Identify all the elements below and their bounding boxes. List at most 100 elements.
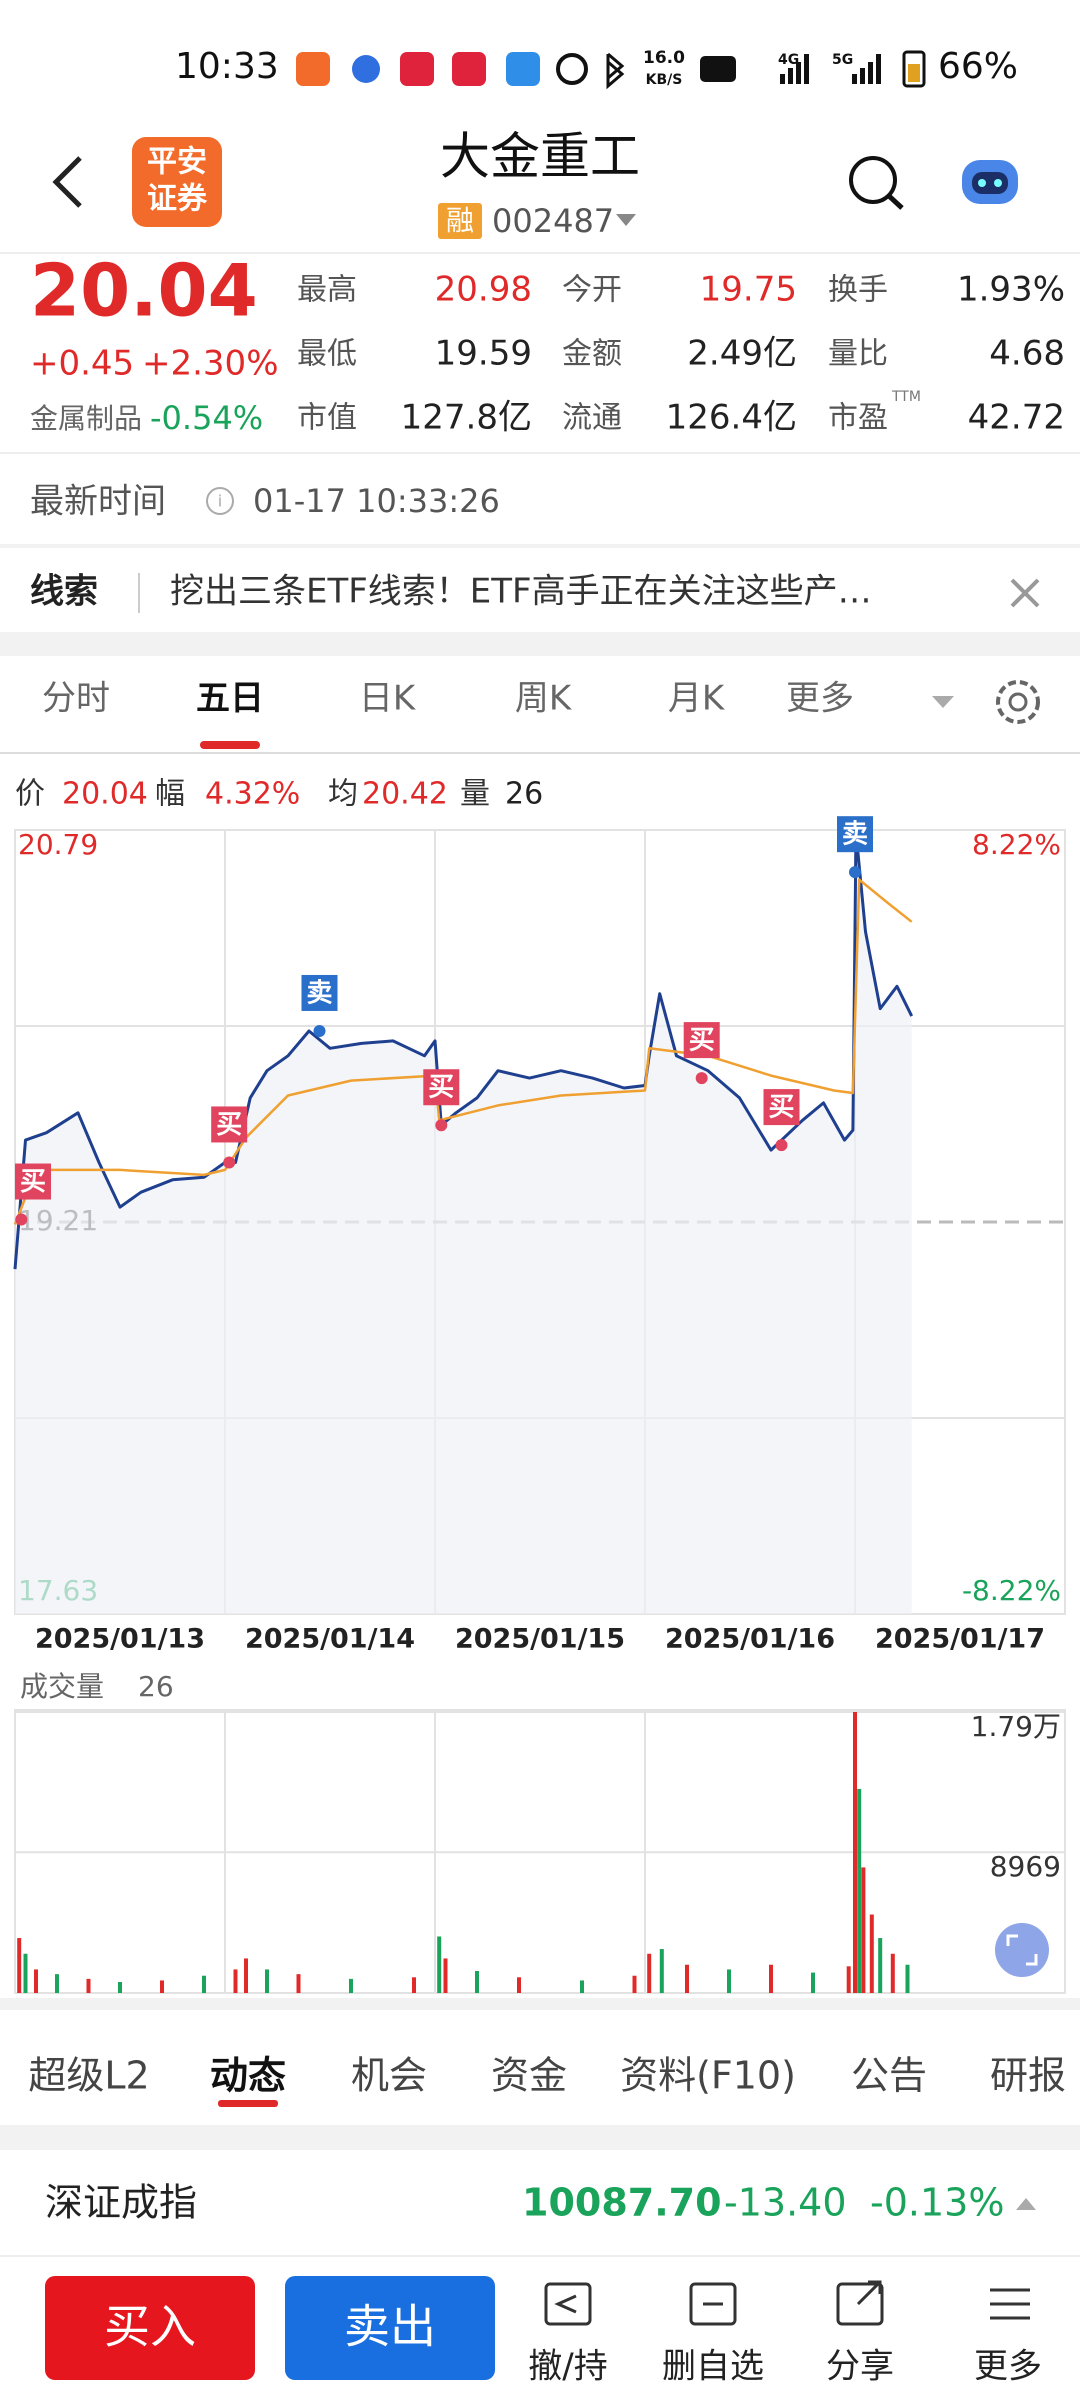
chart-tab[interactable]: 月K: [668, 679, 726, 719]
bottom-tab[interactable]: 公告: [851, 2054, 927, 2098]
bottom-tab[interactable]: 动态: [210, 2054, 286, 2098]
status-hd: [700, 56, 736, 82]
action-label[interactable]: 删自选: [662, 2347, 764, 2387]
volume-bar: [160, 1980, 164, 1993]
x-tick-label: 2025/01/16: [665, 1624, 835, 1655]
index-name: 深证成指: [45, 2181, 197, 2225]
chart-tab[interactable]: 日K: [359, 679, 417, 719]
status-battery: [902, 50, 926, 88]
trade-badge-text: 卖: [842, 820, 868, 850]
action-label[interactable]: 更多: [974, 2347, 1042, 2387]
volume-bar: [202, 1975, 206, 1993]
status-speed: 16.0: [643, 48, 685, 68]
price-change-pct: +2.30%: [142, 344, 279, 384]
index-change-pct: -0.13%: [870, 2181, 1004, 2225]
action-label[interactable]: 撤/持: [528, 2347, 607, 2387]
broker-logo: [132, 137, 222, 227]
sell-button-text: 卖出: [344, 2300, 436, 2354]
volume-bar: [55, 1974, 59, 1993]
status-net2: 5G: [832, 52, 853, 68]
bottom-tab[interactable]: 机会: [351, 2054, 427, 2098]
action-label[interactable]: 分享: [826, 2347, 894, 2387]
field-label: 量比: [828, 337, 888, 372]
volume-bar: [632, 1975, 637, 1993]
volume-bar: [685, 1964, 689, 1993]
clue-label: 线索: [30, 572, 98, 612]
y-tick-label: 20.79: [18, 828, 98, 861]
field-value: 19.75: [700, 270, 797, 310]
field-value: 42.72: [968, 398, 1065, 438]
divider: [0, 452, 1080, 454]
info-icon[interactable]: [206, 487, 234, 515]
volume-bar: [878, 1938, 883, 1993]
volume-bar: [869, 1914, 874, 1993]
trade-badge-text: 买: [689, 1026, 715, 1056]
trade-point: [435, 1119, 448, 1132]
trade-badge: [211, 1106, 248, 1143]
trade-point: [849, 866, 861, 879]
bottom-tab[interactable]: 资料(F10): [620, 2054, 796, 2098]
clue-text[interactable]: 挖出三条ETF线索！ETF高手正在关注这些产…: [170, 572, 872, 612]
info-icon-glyph: i: [218, 492, 222, 511]
field-value: 20.98: [435, 270, 532, 310]
price-line: [13, 831, 914, 1270]
fullscreen-button[interactable]: [995, 1923, 1049, 1977]
volume-bar: [34, 1969, 38, 1993]
trade-badge: [15, 1163, 51, 1200]
field-label-sup: TTM: [891, 389, 921, 405]
code-dropdown[interactable]: [616, 214, 636, 226]
field-value: 127.8亿: [401, 398, 532, 438]
bottom-tab[interactable]: 超级L2: [28, 2054, 149, 2098]
field-value: 19.59: [435, 334, 532, 374]
more-dropdown[interactable]: [932, 696, 954, 708]
field-value: 1.93%: [957, 270, 1065, 310]
volume-tick-label: 8969: [990, 1850, 1061, 1883]
info-value: 26: [505, 777, 543, 812]
field-label: 市值: [297, 401, 357, 436]
average-line: [13, 878, 913, 1225]
trade-badge-text: 买: [768, 1093, 794, 1123]
volume-bar: [846, 1966, 851, 1993]
back-button[interactable]: [52, 156, 82, 208]
index-expand[interactable]: [1016, 2198, 1036, 2210]
volume-bar: [349, 1978, 353, 1993]
last-price: 20.04: [30, 249, 258, 333]
bottom-tab[interactable]: 资金: [491, 2054, 567, 2098]
field-label: 换手: [828, 273, 888, 308]
trade-point: [775, 1139, 788, 1152]
bottom-tab[interactable]: 研报: [990, 2054, 1066, 2098]
volume-bar: [443, 1958, 448, 1993]
search-button[interactable]: [849, 156, 904, 210]
chart-tab[interactable]: 分时: [42, 679, 110, 719]
volume-bar: [412, 1977, 416, 1993]
status-battery-level: 66%: [938, 46, 1018, 87]
settings-button[interactable]: [996, 680, 1040, 724]
x-tick-label: 2025/01/15: [455, 1624, 625, 1655]
update-time: 01-17 10:33:26: [253, 482, 500, 520]
chart-tab[interactable]: 更多: [786, 679, 854, 719]
status-time: 10:33: [175, 46, 279, 87]
volume-bar: [647, 1953, 652, 1993]
info-value: 20.42: [362, 777, 448, 812]
volume-bar: [265, 1969, 269, 1993]
volume-current: 26: [138, 1670, 174, 1703]
volume-bar: [659, 1949, 664, 1993]
update-label: 最新时间: [30, 482, 166, 522]
volume-bar: [853, 1712, 857, 1993]
chart-tabs: 分时 五日 日K 周K 月K 更多: [42, 679, 854, 749]
assistant-button[interactable]: [962, 160, 1018, 204]
volume-bar: [244, 1958, 248, 1993]
field-label: 流通: [562, 401, 622, 436]
trade-badge: [423, 1069, 460, 1106]
chart-tab[interactable]: 周K: [515, 679, 573, 719]
volume-bar: [296, 1974, 301, 1993]
buy-button[interactable]: [45, 2276, 255, 2380]
sell-button[interactable]: [285, 2276, 495, 2380]
volume-bar: [727, 1969, 731, 1993]
field-value: 4.68: [989, 334, 1065, 374]
chart-tab[interactable]: 五日: [196, 679, 264, 719]
volume-bar: [23, 1953, 28, 1993]
clue-close[interactable]: [1010, 578, 1040, 608]
trade-badge-text: 卖: [306, 978, 332, 1008]
volume-bar: [811, 1972, 815, 1993]
